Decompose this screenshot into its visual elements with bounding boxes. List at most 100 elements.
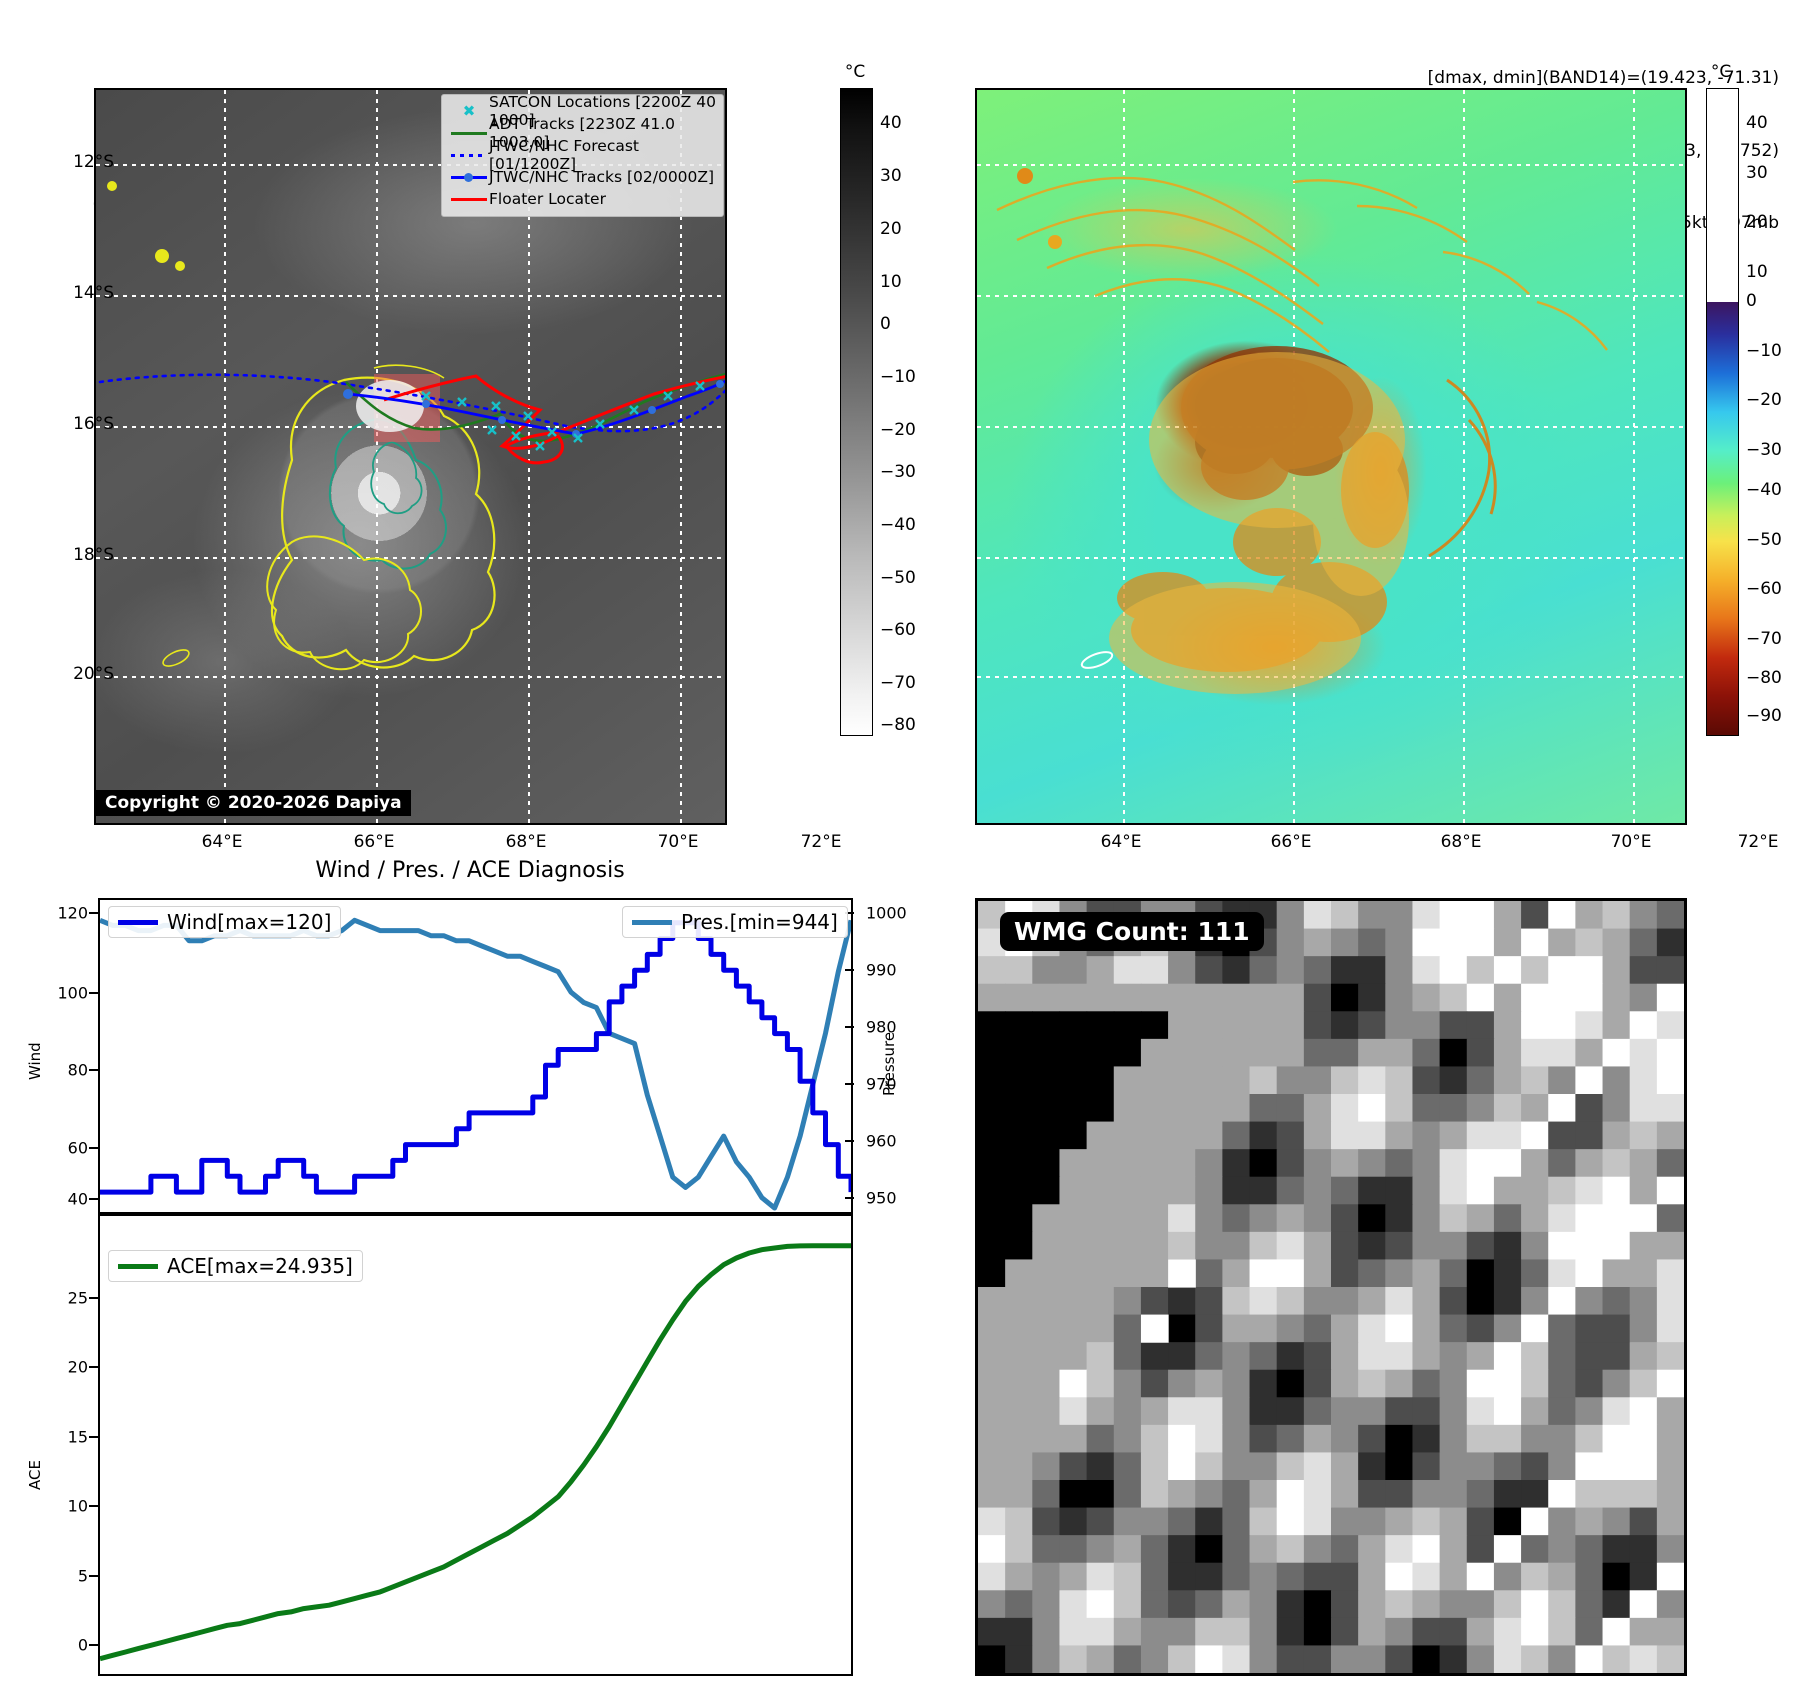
wind-pressure-chart[interactable] — [98, 898, 853, 1214]
pressure-color-swatch — [632, 919, 672, 925]
dotted-line-icon — [449, 153, 489, 157]
ace-ytick: 20 — [67, 1357, 88, 1377]
storm-overlay — [98, 181, 725, 671]
legend-item-adt-tracks: ADT Tracks [2230Z 41.0 1003.0] — [449, 115, 716, 151]
pres-ytick: 990 — [866, 960, 897, 980]
ir-colorbar-tick: 40 — [880, 113, 902, 133]
wv-colorbar-tick: 30 — [1746, 163, 1768, 183]
wv-colorbar-tick: 20 — [1746, 212, 1768, 232]
ir-colorbar-tick: 20 — [880, 219, 902, 239]
wv-lat-tick: 14°S — [73, 283, 114, 303]
diagnosis-title: Wind / Pres. / ACE Diagnosis — [315, 858, 625, 883]
wv-colorbar-tick: −30 — [1746, 440, 1782, 460]
ir-colorbar-tick: 10 — [880, 272, 902, 292]
wind-ytick: 120 — [57, 903, 88, 923]
wv-lat-tick: 18°S — [73, 545, 114, 565]
wv-colorbar-tick: 10 — [1746, 262, 1768, 282]
green-line-icon — [449, 131, 489, 135]
wmg-grid-map[interactable] — [975, 898, 1687, 1676]
ace-chart[interactable] — [98, 1214, 853, 1676]
wv-colorbar-tick: 0 — [1746, 291, 1757, 311]
wind-ytick: 80 — [67, 1060, 88, 1080]
wv-colorbar-tick: −10 — [1746, 341, 1782, 361]
legend-item-satcon: ✖ SATCON Locations [2200Z 40 1000] — [449, 93, 716, 129]
ir-colorbar-tick: −30 — [880, 462, 916, 482]
ir-colorbar-tick: 0 — [880, 314, 891, 334]
wv-lon-tick: 68°E — [1440, 832, 1482, 852]
wind-ytick: 100 — [57, 983, 88, 1003]
wind-ytick: 40 — [67, 1189, 88, 1209]
legend-item-jtwc-tracks: JTWC/NHC Tracks [02/0000Z] — [449, 166, 716, 188]
pres-ytick: 1000 — [866, 903, 907, 923]
wind-legend: Wind[max=120] — [108, 906, 342, 938]
wind-pressure-plot — [100, 917, 851, 1211]
ir-colorbar-tick: −80 — [880, 715, 916, 735]
band14-range: [dmax, dmin](BAND14)=(19.423, -71.31) — [1427, 68, 1779, 89]
pres-ytick: 970 — [866, 1074, 897, 1094]
ir-colorbar — [840, 88, 873, 736]
ir-lon-tick: 66°E — [353, 832, 395, 852]
wind-color-swatch — [118, 919, 158, 925]
wv-colorbar-tick: −50 — [1746, 530, 1782, 550]
legend-label: Floater Locater — [489, 190, 606, 208]
pressure-legend-label: Pres.[min=944] — [681, 910, 838, 934]
red-line-icon — [449, 197, 489, 201]
pres-ytick: 950 — [866, 1188, 897, 1208]
wv-colorbar-tick: −40 — [1746, 480, 1782, 500]
wv-lon-tick: 66°E — [1270, 832, 1312, 852]
ir-colorbar-tick: −40 — [880, 515, 916, 535]
ir-map-legend: ✖ SATCON Locations [2200Z 40 1000] ADT T… — [441, 93, 724, 217]
copyright-notice: Copyright © 2020-2026 Dapiya — [96, 790, 411, 816]
wv-colorbar-unit: °C — [1710, 62, 1732, 82]
ir-colorbar-tick: −20 — [880, 420, 916, 440]
legend-item-jtwc-forecast: JTWC/NHC Forecast [01/1200Z] — [449, 137, 716, 173]
ir-lon-tick: 68°E — [505, 832, 547, 852]
ace-ytick: 15 — [67, 1427, 88, 1447]
ir-lon-tick: 64°E — [201, 832, 243, 852]
wv-lon-tick: 70°E — [1610, 832, 1652, 852]
pressure-legend: Pres.[min=944] — [622, 906, 848, 938]
ir-colorbar-tick: 30 — [880, 166, 902, 186]
legend-label: JTWC/NHC Tracks [02/0000Z] — [489, 168, 715, 186]
ace-ytick: 0 — [77, 1635, 88, 1655]
wind-ytick: 60 — [67, 1138, 88, 1158]
wv-colorbar-tick: −20 — [1746, 390, 1782, 410]
wv-lon-tick: 72°E — [1737, 832, 1779, 852]
legend-label: SATCON Locations [2200Z 40 1000] — [489, 93, 716, 129]
wv-colorbar-tick: 40 — [1746, 113, 1768, 133]
water-vapor-map[interactable] — [975, 88, 1687, 825]
wind-legend-label: Wind[max=120] — [167, 910, 332, 934]
legend-label: JTWC/NHC Forecast [01/1200Z] — [489, 137, 639, 173]
ace-color-swatch — [118, 1263, 158, 1269]
wv-cloud-structure — [996, 168, 1608, 694]
wv-colorbar — [1706, 88, 1739, 736]
wv-colorbar-tick: −60 — [1746, 579, 1782, 599]
ace-legend-label: ACE[max=24.935] — [167, 1254, 353, 1278]
ir-colorbar-unit: °C — [844, 62, 866, 82]
ace-ytick: 10 — [67, 1496, 88, 1516]
ace-legend: ACE[max=24.935] — [108, 1250, 363, 1282]
ace-ytick: 25 — [67, 1288, 88, 1308]
ir-lon-tick: 72°E — [800, 832, 842, 852]
wv-lat-tick: 12°S — [73, 152, 114, 172]
ace-plot — [100, 1243, 851, 1662]
ir-colorbar-tick: −50 — [880, 568, 916, 588]
pres-ytick: 980 — [866, 1017, 897, 1037]
wv-colorbar-tick: −80 — [1746, 668, 1782, 688]
x-marker-icon: ✖ — [462, 102, 476, 120]
line-with-dot-icon — [449, 172, 489, 182]
legend-item-floater-locater: Floater Locater — [449, 188, 716, 210]
wv-colorbar-tick: −70 — [1746, 629, 1782, 649]
ir-colorbar-tick: −10 — [880, 367, 916, 387]
wv-lat-tick: 20°S — [73, 664, 114, 684]
wv-colorbar-tick: −90 — [1746, 706, 1782, 726]
wv-lon-tick: 64°E — [1100, 832, 1142, 852]
legend-label: ADT Tracks [2230Z 41.0 1003.0] — [489, 115, 676, 151]
ir-lon-tick: 70°E — [657, 832, 699, 852]
wmg-count-badge: WMG Count: 111 — [1000, 912, 1264, 951]
pres-ytick: 960 — [866, 1131, 897, 1151]
ir-colorbar-tick: −70 — [880, 673, 916, 693]
ir-colorbar-tick: −60 — [880, 620, 916, 640]
wmg-cells — [978, 901, 1684, 1673]
wv-lat-tick: 16°S — [73, 414, 114, 434]
